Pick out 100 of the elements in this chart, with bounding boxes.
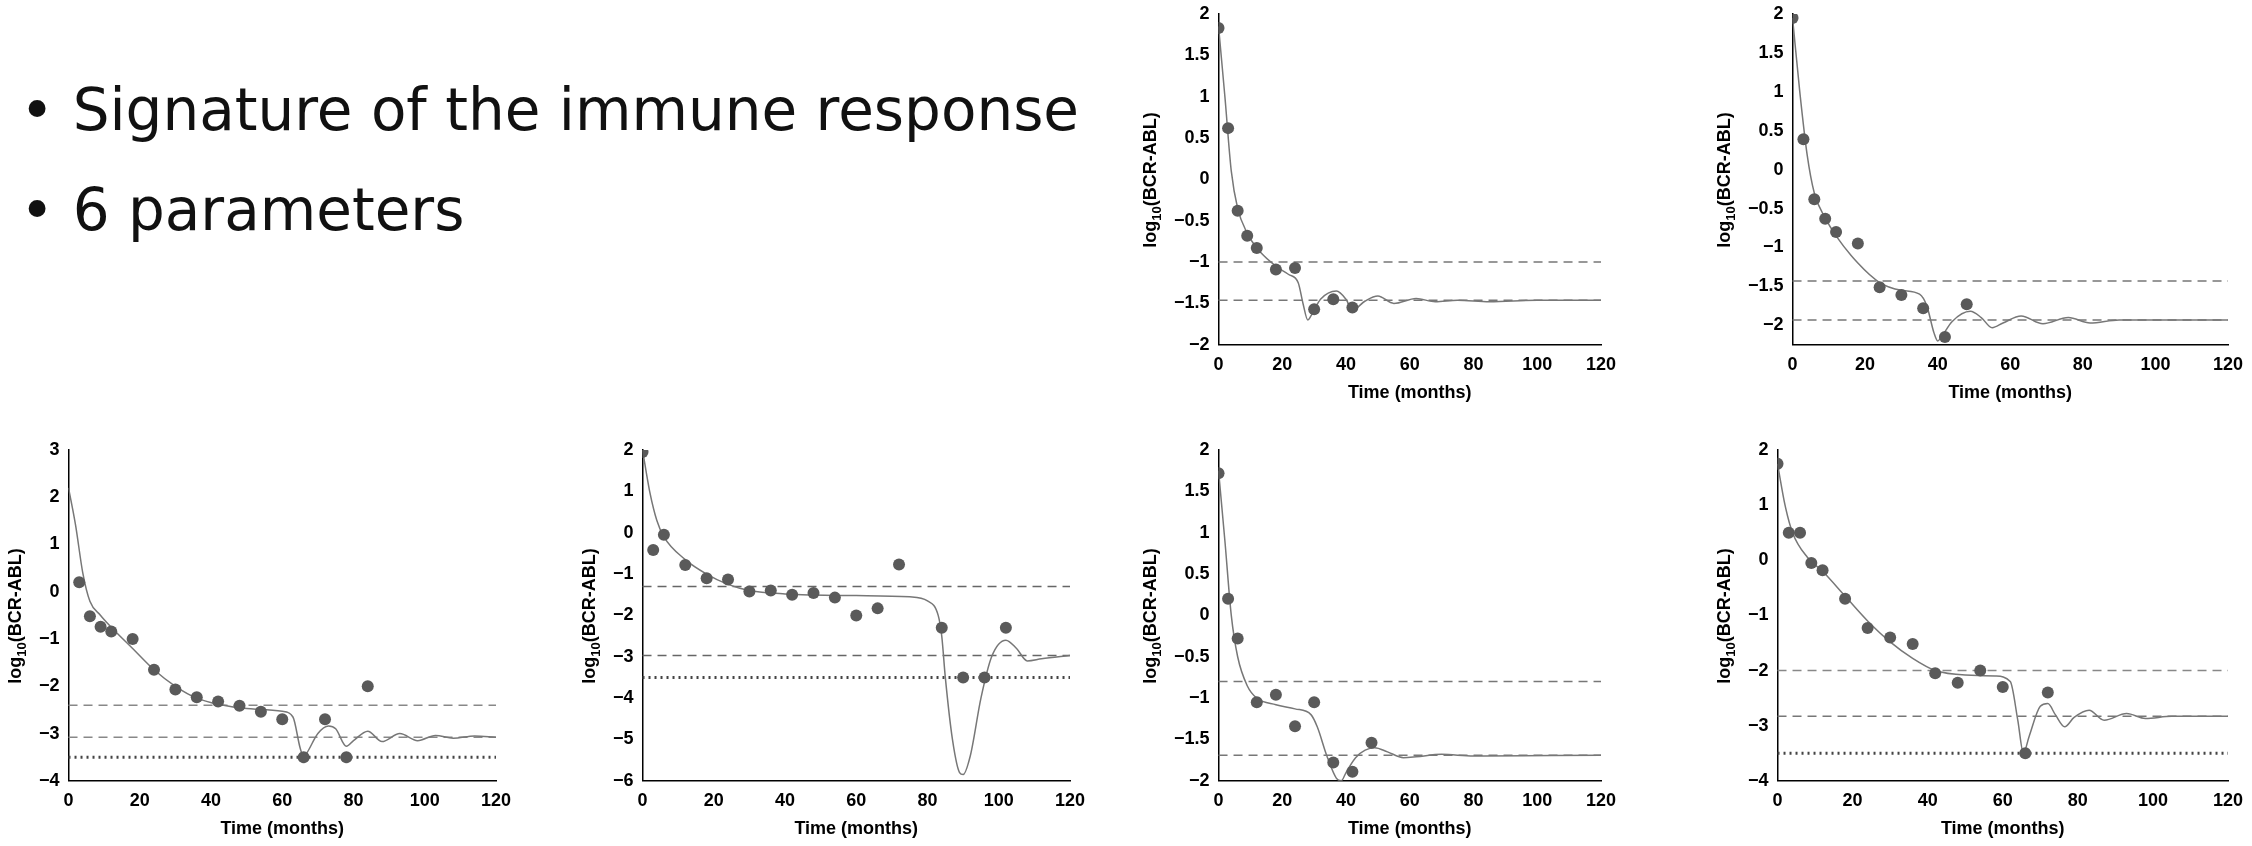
- point: [1951, 676, 1964, 689]
- y-tick-label: −6: [612, 769, 634, 790]
- y-tick-label: 0.5: [1184, 127, 1210, 148]
- point: [679, 558, 692, 571]
- point: [1996, 681, 2009, 694]
- point: [105, 625, 118, 638]
- x-tick-label: 80: [917, 789, 938, 810]
- point: [1819, 212, 1832, 225]
- y-tick-label: 2: [623, 438, 634, 459]
- y-tick-label: −2: [1189, 769, 1210, 790]
- point: [126, 633, 139, 646]
- y-tick-label: 0: [49, 580, 60, 601]
- x-tick-label: 20: [1272, 353, 1293, 374]
- y-tick-label: −1.5: [1747, 275, 1784, 296]
- y-tick-label: 2: [1199, 438, 1210, 459]
- point: [743, 585, 756, 598]
- y-tick-label: −2: [38, 675, 60, 696]
- x-tick-label: 40: [201, 789, 222, 810]
- point: [148, 663, 161, 676]
- x-tick-label: 40: [1917, 789, 1938, 810]
- y-tick-label: 1.5: [1184, 480, 1210, 501]
- point: [1269, 263, 1282, 276]
- point: [1895, 288, 1908, 301]
- point: [1222, 122, 1235, 135]
- x-tick-label: 100: [409, 789, 440, 810]
- y-tick-label: 2: [1199, 2, 1210, 23]
- y-tick-label: −5: [612, 728, 634, 749]
- point: [212, 695, 225, 708]
- x-tick-label: 100: [1522, 353, 1553, 374]
- x-tick-label: 80: [1463, 789, 1484, 810]
- point: [1938, 331, 1951, 344]
- x-tick-label: 60: [1399, 353, 1420, 374]
- y-tick-label: −0.5: [1173, 645, 1210, 666]
- point: [1327, 756, 1340, 769]
- x-axis-title: Time (months): [794, 818, 919, 839]
- y-tick-label: −1: [1189, 687, 1210, 708]
- x-axis-title: Time (months): [1347, 818, 1472, 839]
- point: [1830, 225, 1843, 238]
- point: [276, 713, 289, 726]
- x-tick-label: 60: [1992, 789, 2013, 810]
- x-tick-label: 60: [846, 789, 867, 810]
- x-tick-label: 20: [1272, 789, 1293, 810]
- point: [319, 713, 332, 726]
- point: [1327, 293, 1340, 306]
- point: [893, 558, 906, 571]
- point: [1839, 592, 1852, 605]
- y-tick-label: −1: [1763, 236, 1784, 257]
- point: [1250, 696, 1263, 709]
- text: • Signature of the immune response: [19, 75, 1081, 146]
- point: [700, 572, 713, 585]
- point: [2041, 686, 2054, 699]
- x-tick-label: 40: [775, 789, 796, 810]
- point: [1782, 526, 1795, 539]
- point: [850, 609, 863, 622]
- y-tick-label: 0: [1199, 168, 1210, 189]
- y-tick-label: 0: [1758, 549, 1769, 570]
- point: [1929, 667, 1942, 680]
- point: [935, 621, 948, 634]
- x-tick-label: 40: [1336, 353, 1357, 374]
- point: [957, 671, 970, 684]
- point: [786, 588, 799, 601]
- point: [1974, 664, 1987, 677]
- point: [1231, 632, 1244, 645]
- point: [1231, 204, 1244, 217]
- y-tick-label: 0.5: [1184, 563, 1210, 584]
- x-tick-label: 60: [272, 789, 293, 810]
- point: [1289, 720, 1302, 733]
- point: [1797, 133, 1810, 146]
- y-tick-label: −3: [612, 645, 634, 666]
- point: [1346, 765, 1359, 778]
- x-tick-label: 40: [1336, 789, 1357, 810]
- point: [1917, 302, 1930, 315]
- x-tick-label: 120: [2212, 353, 2244, 374]
- y-tick-label: −0.5: [1173, 209, 1210, 230]
- point: [1816, 564, 1829, 577]
- x-tick-label: 120: [1585, 353, 1617, 374]
- point: [1308, 696, 1321, 709]
- x-tick-label: 100: [983, 789, 1014, 810]
- x-tick-label: 20: [703, 789, 724, 810]
- x-tick-label: 80: [1463, 353, 1484, 374]
- y-tick-label: 0: [623, 521, 634, 542]
- x-tick-label: 0: [1213, 353, 1224, 374]
- point: [2019, 747, 2032, 760]
- point: [1873, 281, 1886, 294]
- y-tick-label: 2: [49, 486, 60, 507]
- point: [764, 584, 777, 597]
- x-tick-label: 100: [2140, 353, 2171, 374]
- point: [1884, 631, 1897, 644]
- y-tick-label: −3: [1747, 714, 1769, 735]
- x-tick-label: 20: [1855, 353, 1876, 374]
- x-tick-label: 80: [2072, 353, 2093, 374]
- point: [1794, 526, 1807, 539]
- y-tick-label: 2: [1773, 2, 1784, 23]
- point: [647, 544, 660, 557]
- y-tick-label: 0: [1199, 604, 1210, 625]
- x-tick-label: 80: [2067, 789, 2088, 810]
- point: [297, 751, 310, 764]
- y-tick-label: 2: [1758, 438, 1769, 459]
- x-tick-label: 0: [637, 789, 648, 810]
- x-tick-label: 20: [129, 789, 150, 810]
